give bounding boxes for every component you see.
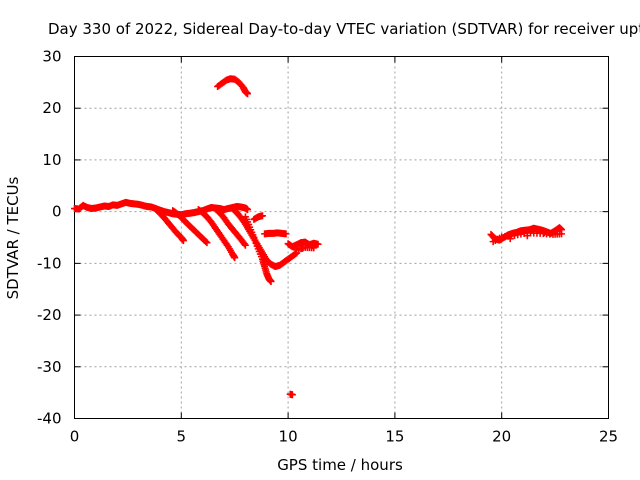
grid: [74, 56, 609, 419]
series-short-segment: [250, 212, 266, 223]
data-point: [558, 230, 566, 238]
series-flat-segment: [261, 229, 290, 238]
axis-ticks: [74, 56, 609, 419]
series-outlier: [286, 390, 296, 399]
series-high-arc: [214, 75, 252, 98]
axis-tick-labels: 0 5 10 15 20 25 -40 -30 -20 -10 0 10 20 30: [37, 48, 618, 446]
data-point: [240, 240, 248, 248]
x-tick-label: 0: [70, 428, 80, 446]
series-right-cluster: [284, 238, 322, 254]
data-point: [203, 239, 211, 247]
x-axis-label: GPS time / hours: [277, 456, 403, 474]
data-point: [310, 244, 318, 252]
chart-title: Day 330 of 2022, Sidereal Day-to-day VTE…: [48, 20, 640, 38]
series-descending-arc-2: [169, 207, 211, 247]
y-tick-label: -10: [37, 254, 62, 272]
data-point: [202, 238, 210, 246]
series-descending-arc-3: [194, 206, 239, 262]
data-point: [267, 277, 275, 285]
y-tick-label: 0: [52, 203, 62, 221]
data-point: [241, 241, 249, 249]
x-tick-label: 25: [599, 428, 618, 446]
y-tick-label: -40: [37, 410, 62, 428]
data-point: [314, 240, 322, 248]
x-tick-label: 10: [279, 428, 298, 446]
y-tick-label: 30: [42, 48, 61, 66]
data-point: [244, 90, 252, 98]
data-point: [179, 237, 187, 245]
series-late-band: [487, 224, 566, 246]
data-point: [282, 230, 290, 238]
plot-frame: [74, 56, 609, 419]
data-point: [244, 206, 252, 214]
series-descending-arc-6: [241, 213, 275, 285]
series-descending-arc-4: [211, 205, 249, 249]
x-tick-label: 20: [492, 428, 511, 446]
series-descending-arc-1: [152, 205, 187, 245]
y-tick-label: -20: [37, 306, 62, 324]
y-axis-label: SDTVAR / TECUs: [4, 176, 22, 299]
y-tick-label: 10: [42, 151, 61, 169]
data-point: [258, 212, 266, 220]
x-tick-label: 5: [177, 428, 187, 446]
y-tick-label: -30: [37, 358, 62, 376]
x-tick-label: 15: [385, 428, 404, 446]
data-point: [231, 254, 239, 262]
data-point: [288, 391, 296, 399]
y-tick-label: 20: [42, 99, 61, 117]
data-points: [71, 75, 566, 399]
